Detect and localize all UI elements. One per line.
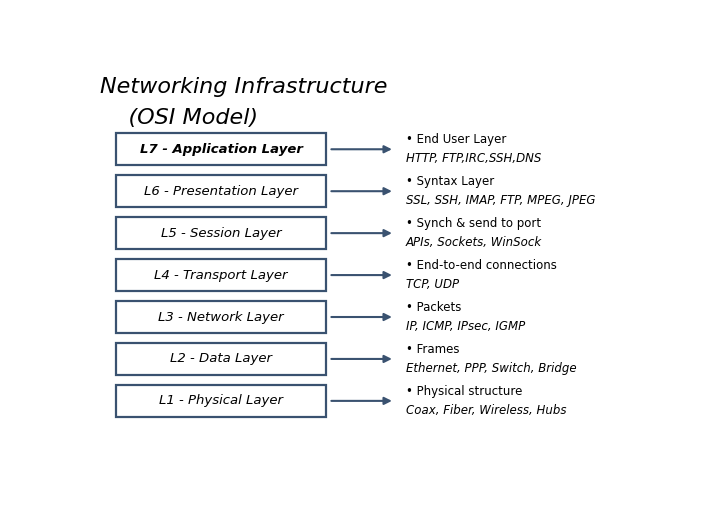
Text: L2 - Data Layer: L2 - Data Layer [170, 352, 272, 365]
Text: • Frames: • Frames [406, 343, 459, 356]
Text: L3 - Network Layer: L3 - Network Layer [159, 310, 284, 324]
Text: • Synch & send to port: • Synch & send to port [406, 217, 541, 230]
Text: • Packets: • Packets [406, 301, 461, 314]
Text: L4 - Transport Layer: L4 - Transport Layer [154, 269, 288, 281]
FancyBboxPatch shape [117, 301, 326, 333]
Text: L7 - Application Layer: L7 - Application Layer [139, 143, 303, 156]
FancyBboxPatch shape [117, 217, 326, 249]
Text: • Syntax Layer: • Syntax Layer [406, 175, 494, 188]
FancyBboxPatch shape [117, 259, 326, 291]
Text: • End-to-end connections: • End-to-end connections [406, 259, 557, 272]
Text: L5 - Session Layer: L5 - Session Layer [161, 227, 282, 240]
Text: Ethernet, PPP, Switch, Bridge: Ethernet, PPP, Switch, Bridge [406, 362, 577, 375]
Text: HTTP, FTP,IRC,SSH,DNS: HTTP, FTP,IRC,SSH,DNS [406, 152, 541, 165]
Text: • End User Layer: • End User Layer [406, 133, 506, 147]
FancyBboxPatch shape [117, 343, 326, 375]
Text: TCP, UDP: TCP, UDP [406, 278, 459, 291]
Text: L1 - Physical Layer: L1 - Physical Layer [159, 394, 283, 407]
Text: (OSI Model): (OSI Model) [100, 108, 258, 128]
Text: L6 - Presentation Layer: L6 - Presentation Layer [144, 185, 298, 197]
FancyBboxPatch shape [117, 175, 326, 207]
Text: • Physical structure: • Physical structure [406, 385, 522, 398]
Text: APIs, Sockets, WinSock: APIs, Sockets, WinSock [406, 236, 542, 249]
FancyBboxPatch shape [117, 385, 326, 417]
Text: SSL, SSH, IMAP, FTP, MPEG, JPEG: SSL, SSH, IMAP, FTP, MPEG, JPEG [406, 194, 595, 207]
Text: Networking Infrastructure: Networking Infrastructure [100, 77, 387, 97]
Text: IP, ICMP, IPsec, IGMP: IP, ICMP, IPsec, IGMP [406, 320, 525, 333]
Text: Coax, Fiber, Wireless, Hubs: Coax, Fiber, Wireless, Hubs [406, 404, 566, 417]
FancyBboxPatch shape [117, 133, 326, 165]
